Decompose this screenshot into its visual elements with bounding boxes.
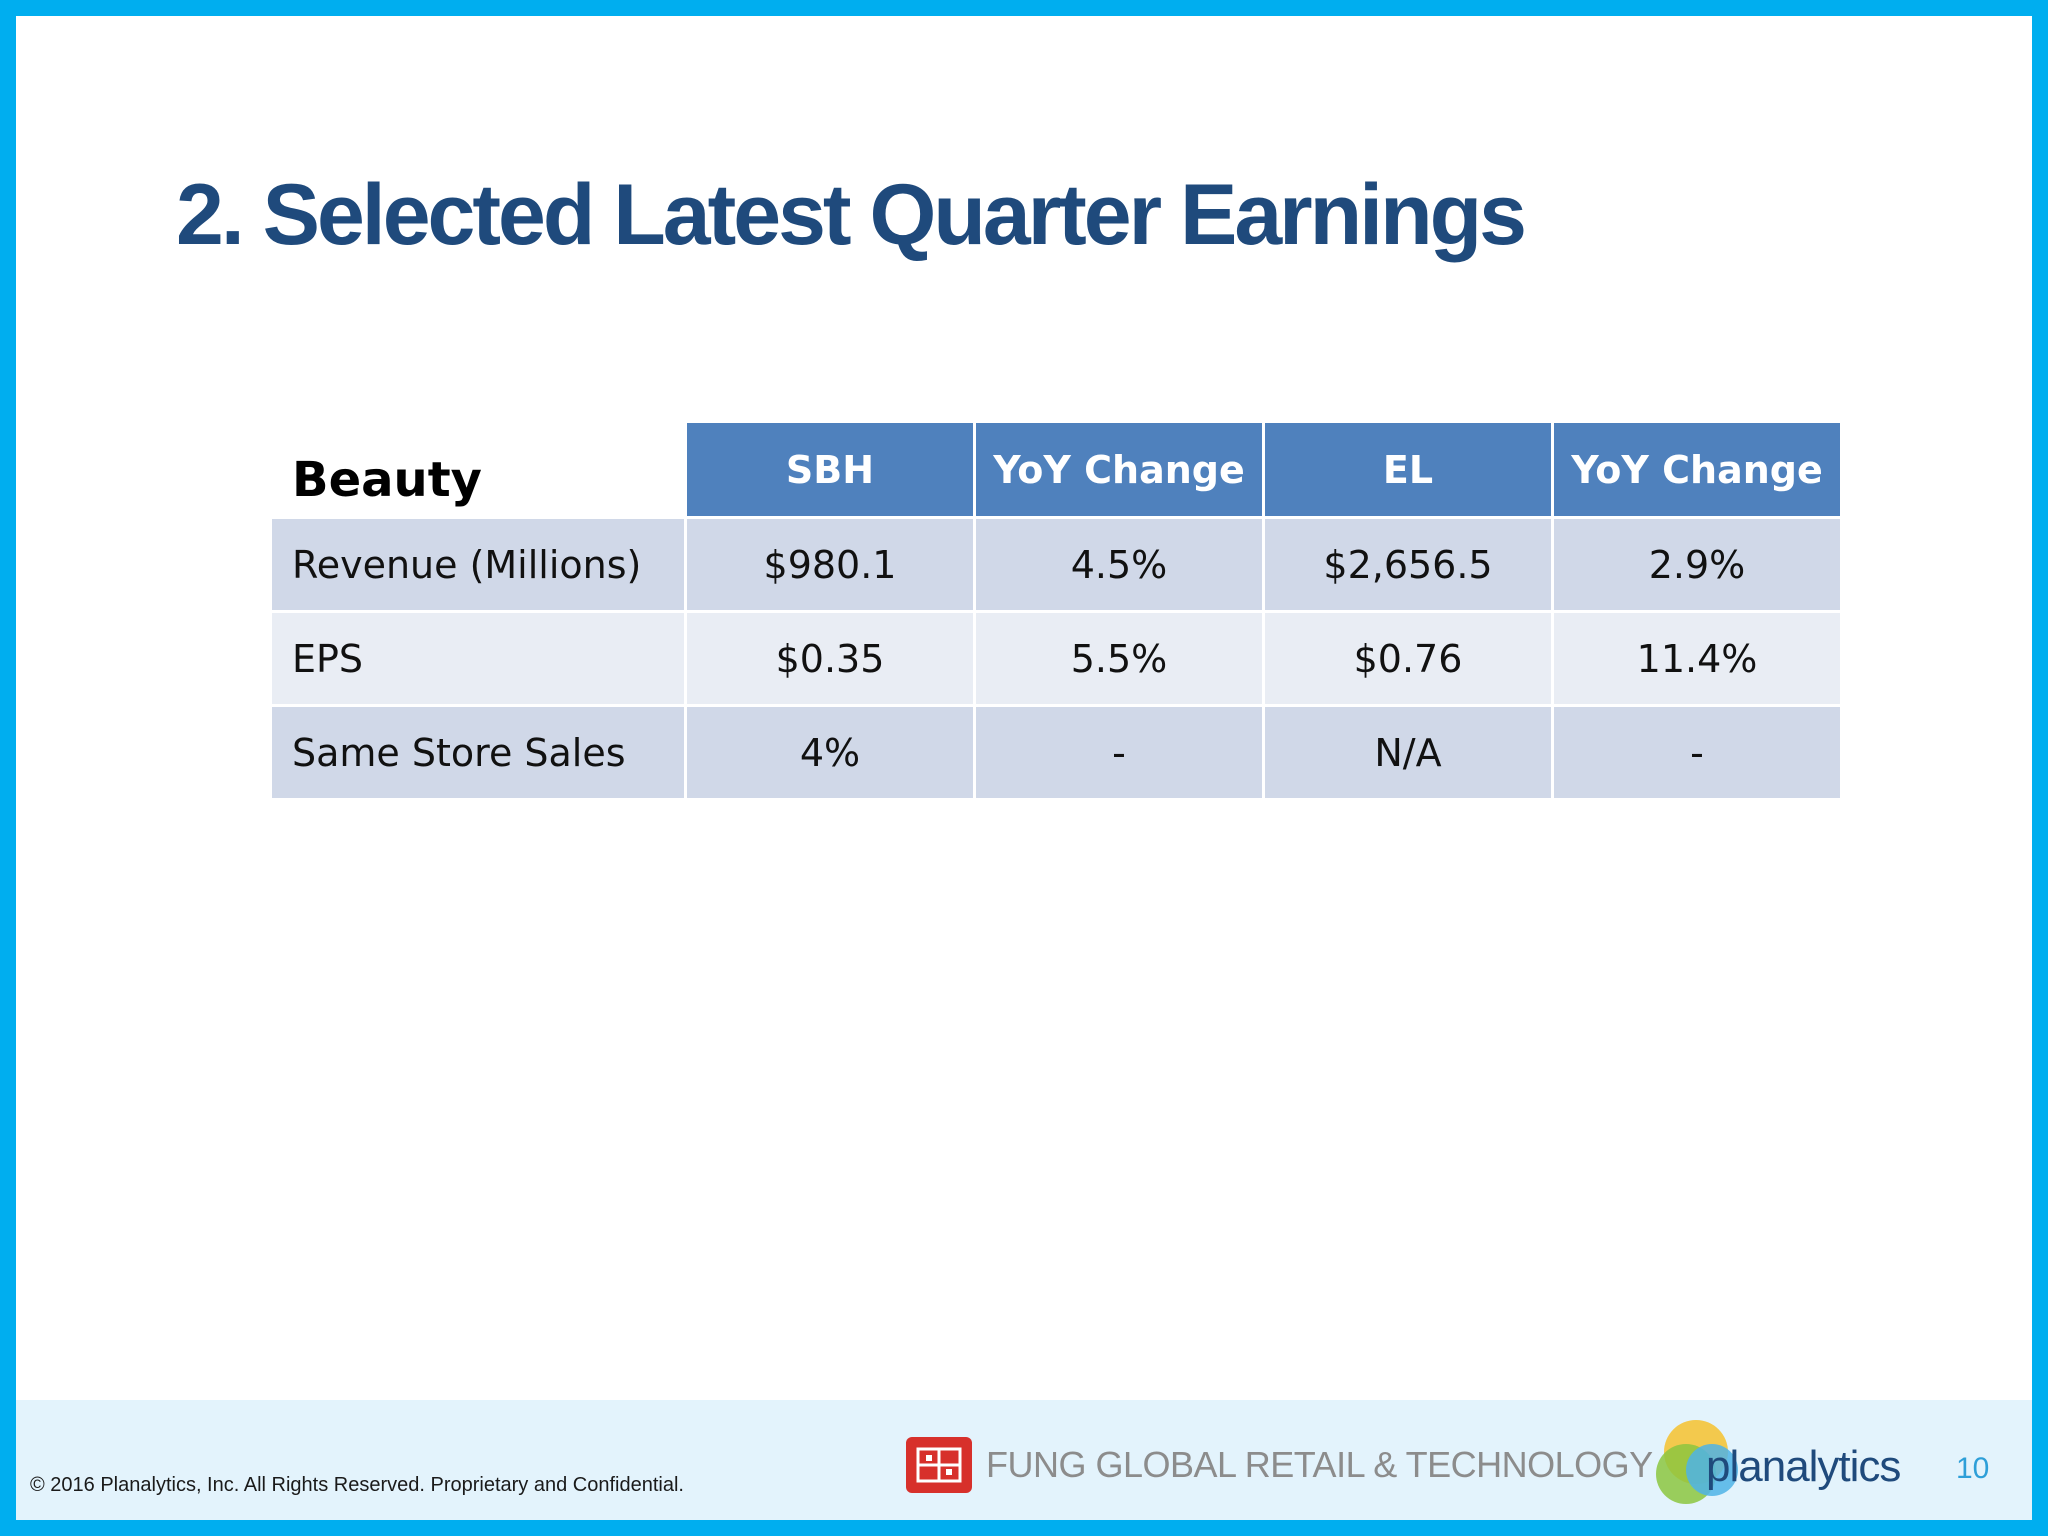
column-header-el: EL <box>1265 423 1551 516</box>
slide-title: 2. Selected Latest Quarter Earnings <box>176 167 1527 263</box>
fung-logo-text: FUNG GLOBAL RETAIL & TECHNOLOGY <box>986 1444 1653 1485</box>
copyright-notice: © 2016 Planalytics, Inc. All Rights Rese… <box>30 1474 684 1496</box>
table-cell: 4.5% <box>976 519 1262 610</box>
table-row: EPS $0.35 5.5% $0.76 11.4% <box>272 613 1840 704</box>
column-header-sbh: SBH <box>687 423 973 516</box>
column-header-sbh-yoy: YoY Change <box>976 423 1262 516</box>
table-cell: 4% <box>687 707 973 798</box>
table-row: Same Store Sales 4% - N/A - <box>272 707 1840 798</box>
page-number: 10 <box>1956 1452 1990 1485</box>
table-cell: 5.5% <box>976 613 1262 704</box>
table-cell: 2.9% <box>1554 519 1840 610</box>
table-cell: $0.76 <box>1265 613 1551 704</box>
table-row: Revenue (Millions) $980.1 4.5% $2,656.5 … <box>272 519 1840 610</box>
table-cell: $980.1 <box>687 519 973 610</box>
table-cell: 11.4% <box>1554 613 1840 704</box>
table-cell: N/A <box>1265 707 1551 798</box>
planalytics-logo-icon <box>1656 1420 1738 1504</box>
planalytics-logo-text: planalytics <box>1706 1442 1901 1491</box>
table-cell: $0.35 <box>687 613 973 704</box>
table-cell: $2,656.5 <box>1265 519 1551 610</box>
column-header-el-yoy: YoY Change <box>1554 423 1840 516</box>
table-header-row: Beauty SBH YoY Change EL YoY Change <box>272 423 1840 516</box>
row-label-eps: EPS <box>272 613 684 704</box>
row-label-revenue: Revenue (Millions) <box>272 519 684 610</box>
fung-logo-icon <box>906 1437 972 1493</box>
table-cell: - <box>976 707 1262 798</box>
table-cell: - <box>1554 707 1840 798</box>
table-corner-label: Beauty <box>272 423 684 516</box>
row-label-same-store-sales: Same Store Sales <box>272 707 684 798</box>
earnings-table: Beauty SBH YoY Change EL YoY Change Reve… <box>269 420 1843 801</box>
